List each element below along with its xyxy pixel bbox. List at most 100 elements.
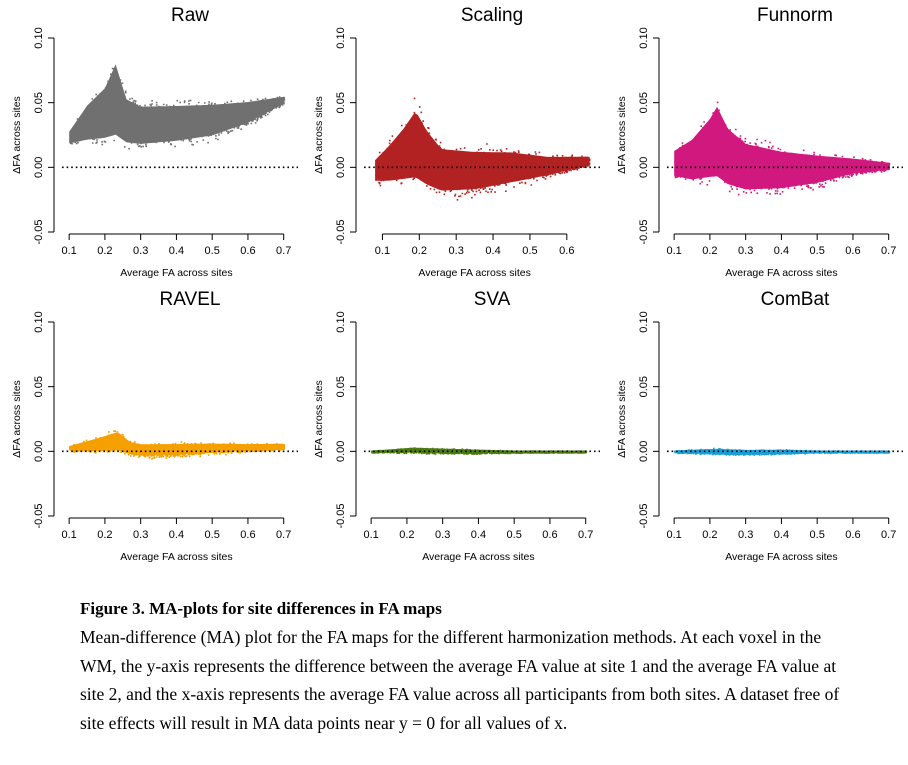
panel-sva: SVA 0.1 0.2 0.3 0.4 0.5 0.6 0.7 -0.05 0.00 0.05 0.1… <box>313 289 600 563</box>
y-tick-label: 0.05 <box>638 376 650 397</box>
y-axis-label: ΔFA across sites <box>313 380 325 458</box>
y-tick-label: 0.00 <box>335 157 347 178</box>
x-tick-label: 0.5 <box>522 245 537 257</box>
y-tick-label: 0.00 <box>335 441 347 462</box>
x-tick-label: 0.7 <box>881 529 896 541</box>
x-tick-label: 0.3 <box>133 529 148 541</box>
x-tick-label: 0.5 <box>205 529 220 541</box>
x-tick-label: 0.2 <box>97 529 112 541</box>
y-tick-label: 0.00 <box>33 441 45 462</box>
y-tick-label: 0.00 <box>638 157 650 178</box>
scatter-speckle <box>375 97 591 201</box>
x-tick-label: 0.4 <box>774 529 789 541</box>
y-tick-label: -0.05 <box>33 503 45 528</box>
x-tick-label: 0.3 <box>738 529 753 541</box>
x-tick-label: 0.4 <box>169 245 184 257</box>
x-tick-label: 0.2 <box>97 245 112 257</box>
x-axis-label: Average FA across sites <box>120 551 232 563</box>
x-tick-label: 0.3 <box>133 245 148 257</box>
x-axis-label: Average FA across sites <box>120 267 232 279</box>
y-tick-label: 0.10 <box>33 27 45 48</box>
panel-title: Funnorm <box>757 5 833 26</box>
x-tick-label: 0.1 <box>375 245 390 257</box>
y-tick-label: 0.10 <box>335 27 347 48</box>
y-tick-label: 0.05 <box>335 376 347 397</box>
x-tick-label: 0.7 <box>276 245 291 257</box>
panel-title: Raw <box>171 5 209 26</box>
scatter-points <box>69 64 286 150</box>
y-tick-label: 0.00 <box>33 157 45 178</box>
x-tick-label: 0.3 <box>738 245 753 257</box>
y-tick-label: 0.05 <box>33 376 45 397</box>
x-tick-label: 0.4 <box>485 245 500 257</box>
y-axis-label: ΔFA across sites <box>11 380 23 458</box>
panel-combat: ComBat 0.1 0.2 0.3 0.4 0.5 0.6 0.7 -0.05 0.00 0.05… <box>616 289 903 563</box>
x-axis-label: Average FA across sites <box>418 267 530 279</box>
scatter-points <box>375 97 591 201</box>
panel-ravel: RAVEL 0.1 0.2 0.3 0.4 0.5 0.6 0.7 -0.05 0.00 0.05 0… <box>11 289 298 563</box>
x-tick-label: 0.2 <box>702 245 717 257</box>
x-tick-label: 0.4 <box>774 245 789 257</box>
x-tick-label: 0.1 <box>364 529 379 541</box>
scatter-speckle <box>674 101 891 196</box>
x-tick-label: 0.6 <box>542 529 557 541</box>
x-tick-label: 0.6 <box>845 529 860 541</box>
panel-title: Scaling <box>461 5 523 26</box>
y-tick-label: 0.10 <box>638 311 650 332</box>
y-tick-label: 0.10 <box>33 311 45 332</box>
panel-title: ComBat <box>761 289 830 310</box>
y-tick-label: -0.05 <box>638 219 650 244</box>
x-tick-label: 0.4 <box>169 529 184 541</box>
panel-raw: Raw 0.1 0.2 0.3 0.4 0.5 0.6 0.7 -0.05 0.00 0.05 0.1… <box>11 5 298 279</box>
x-tick-label: 0.1 <box>667 529 682 541</box>
scatter-points <box>69 430 286 460</box>
x-axis-label: Average FA across sites <box>725 551 837 563</box>
x-tick-label: 0.2 <box>702 529 717 541</box>
x-tick-label: 0.4 <box>471 529 486 541</box>
figure-caption: Figure 3. MA-plots for site differences … <box>80 597 840 737</box>
x-tick-label: 0.3 <box>435 529 450 541</box>
y-tick-label: 0.00 <box>638 441 650 462</box>
x-tick-label: 0.5 <box>810 529 825 541</box>
x-tick-label: 0.7 <box>881 245 896 257</box>
x-tick-label: 0.1 <box>667 245 682 257</box>
scatter-points <box>674 101 891 196</box>
scatter-speckle <box>69 67 286 150</box>
y-tick-label: -0.05 <box>335 503 347 528</box>
y-tick-label: 0.10 <box>638 27 650 48</box>
x-tick-label: 0.7 <box>276 529 291 541</box>
y-axis-label: ΔFA across sites <box>313 96 325 174</box>
panel-funnorm: Funnorm 0.1 0.2 0.3 0.4 0.5 0.6 0.7 -0.05 0.00 0.0… <box>616 5 903 279</box>
x-tick-label: 0.6 <box>559 245 574 257</box>
y-tick-label: -0.05 <box>335 219 347 244</box>
y-tick-label: 0.05 <box>638 92 650 113</box>
x-tick-label: 0.7 <box>578 529 593 541</box>
y-axis-label: ΔFA across sites <box>616 96 628 174</box>
x-axis-label: Average FA across sites <box>725 267 837 279</box>
ma-plot-figure: Raw 0.1 0.2 0.3 0.4 0.5 0.6 0.7 -0.05 0.00 0.05 0.1… <box>11 5 903 563</box>
y-tick-label: 0.05 <box>33 92 45 113</box>
caption-title: Figure 3. MA-plots for site differences … <box>80 599 442 618</box>
x-tick-label: 0.5 <box>810 245 825 257</box>
x-tick-label: 0.2 <box>412 245 427 257</box>
x-tick-label: 0.6 <box>845 245 860 257</box>
y-axis-label: ΔFA across sites <box>616 380 628 458</box>
panel-title: RAVEL <box>160 289 221 310</box>
y-tick-label: 0.10 <box>335 311 347 332</box>
x-tick-label: 0.3 <box>449 245 464 257</box>
x-tick-label: 0.5 <box>205 245 220 257</box>
x-tick-label: 0.1 <box>62 245 77 257</box>
x-tick-label: 0.6 <box>240 529 255 541</box>
panel-title: SVA <box>474 289 511 310</box>
y-axis-label: ΔFA across sites <box>11 96 23 174</box>
scatter-speckle <box>69 430 286 460</box>
x-tick-label: 0.1 <box>62 529 77 541</box>
x-axis-label: Average FA across sites <box>422 551 534 563</box>
y-tick-label: 0.05 <box>335 92 347 113</box>
x-tick-label: 0.6 <box>240 245 255 257</box>
y-tick-label: -0.05 <box>33 219 45 244</box>
panel-scaling: Scaling 0.1 0.2 0.3 0.4 0.5 0.6 -0.05 0.00 0.05 0.… <box>313 5 600 279</box>
y-tick-label: -0.05 <box>638 503 650 528</box>
x-tick-label: 0.2 <box>399 529 414 541</box>
x-tick-label: 0.5 <box>507 529 522 541</box>
